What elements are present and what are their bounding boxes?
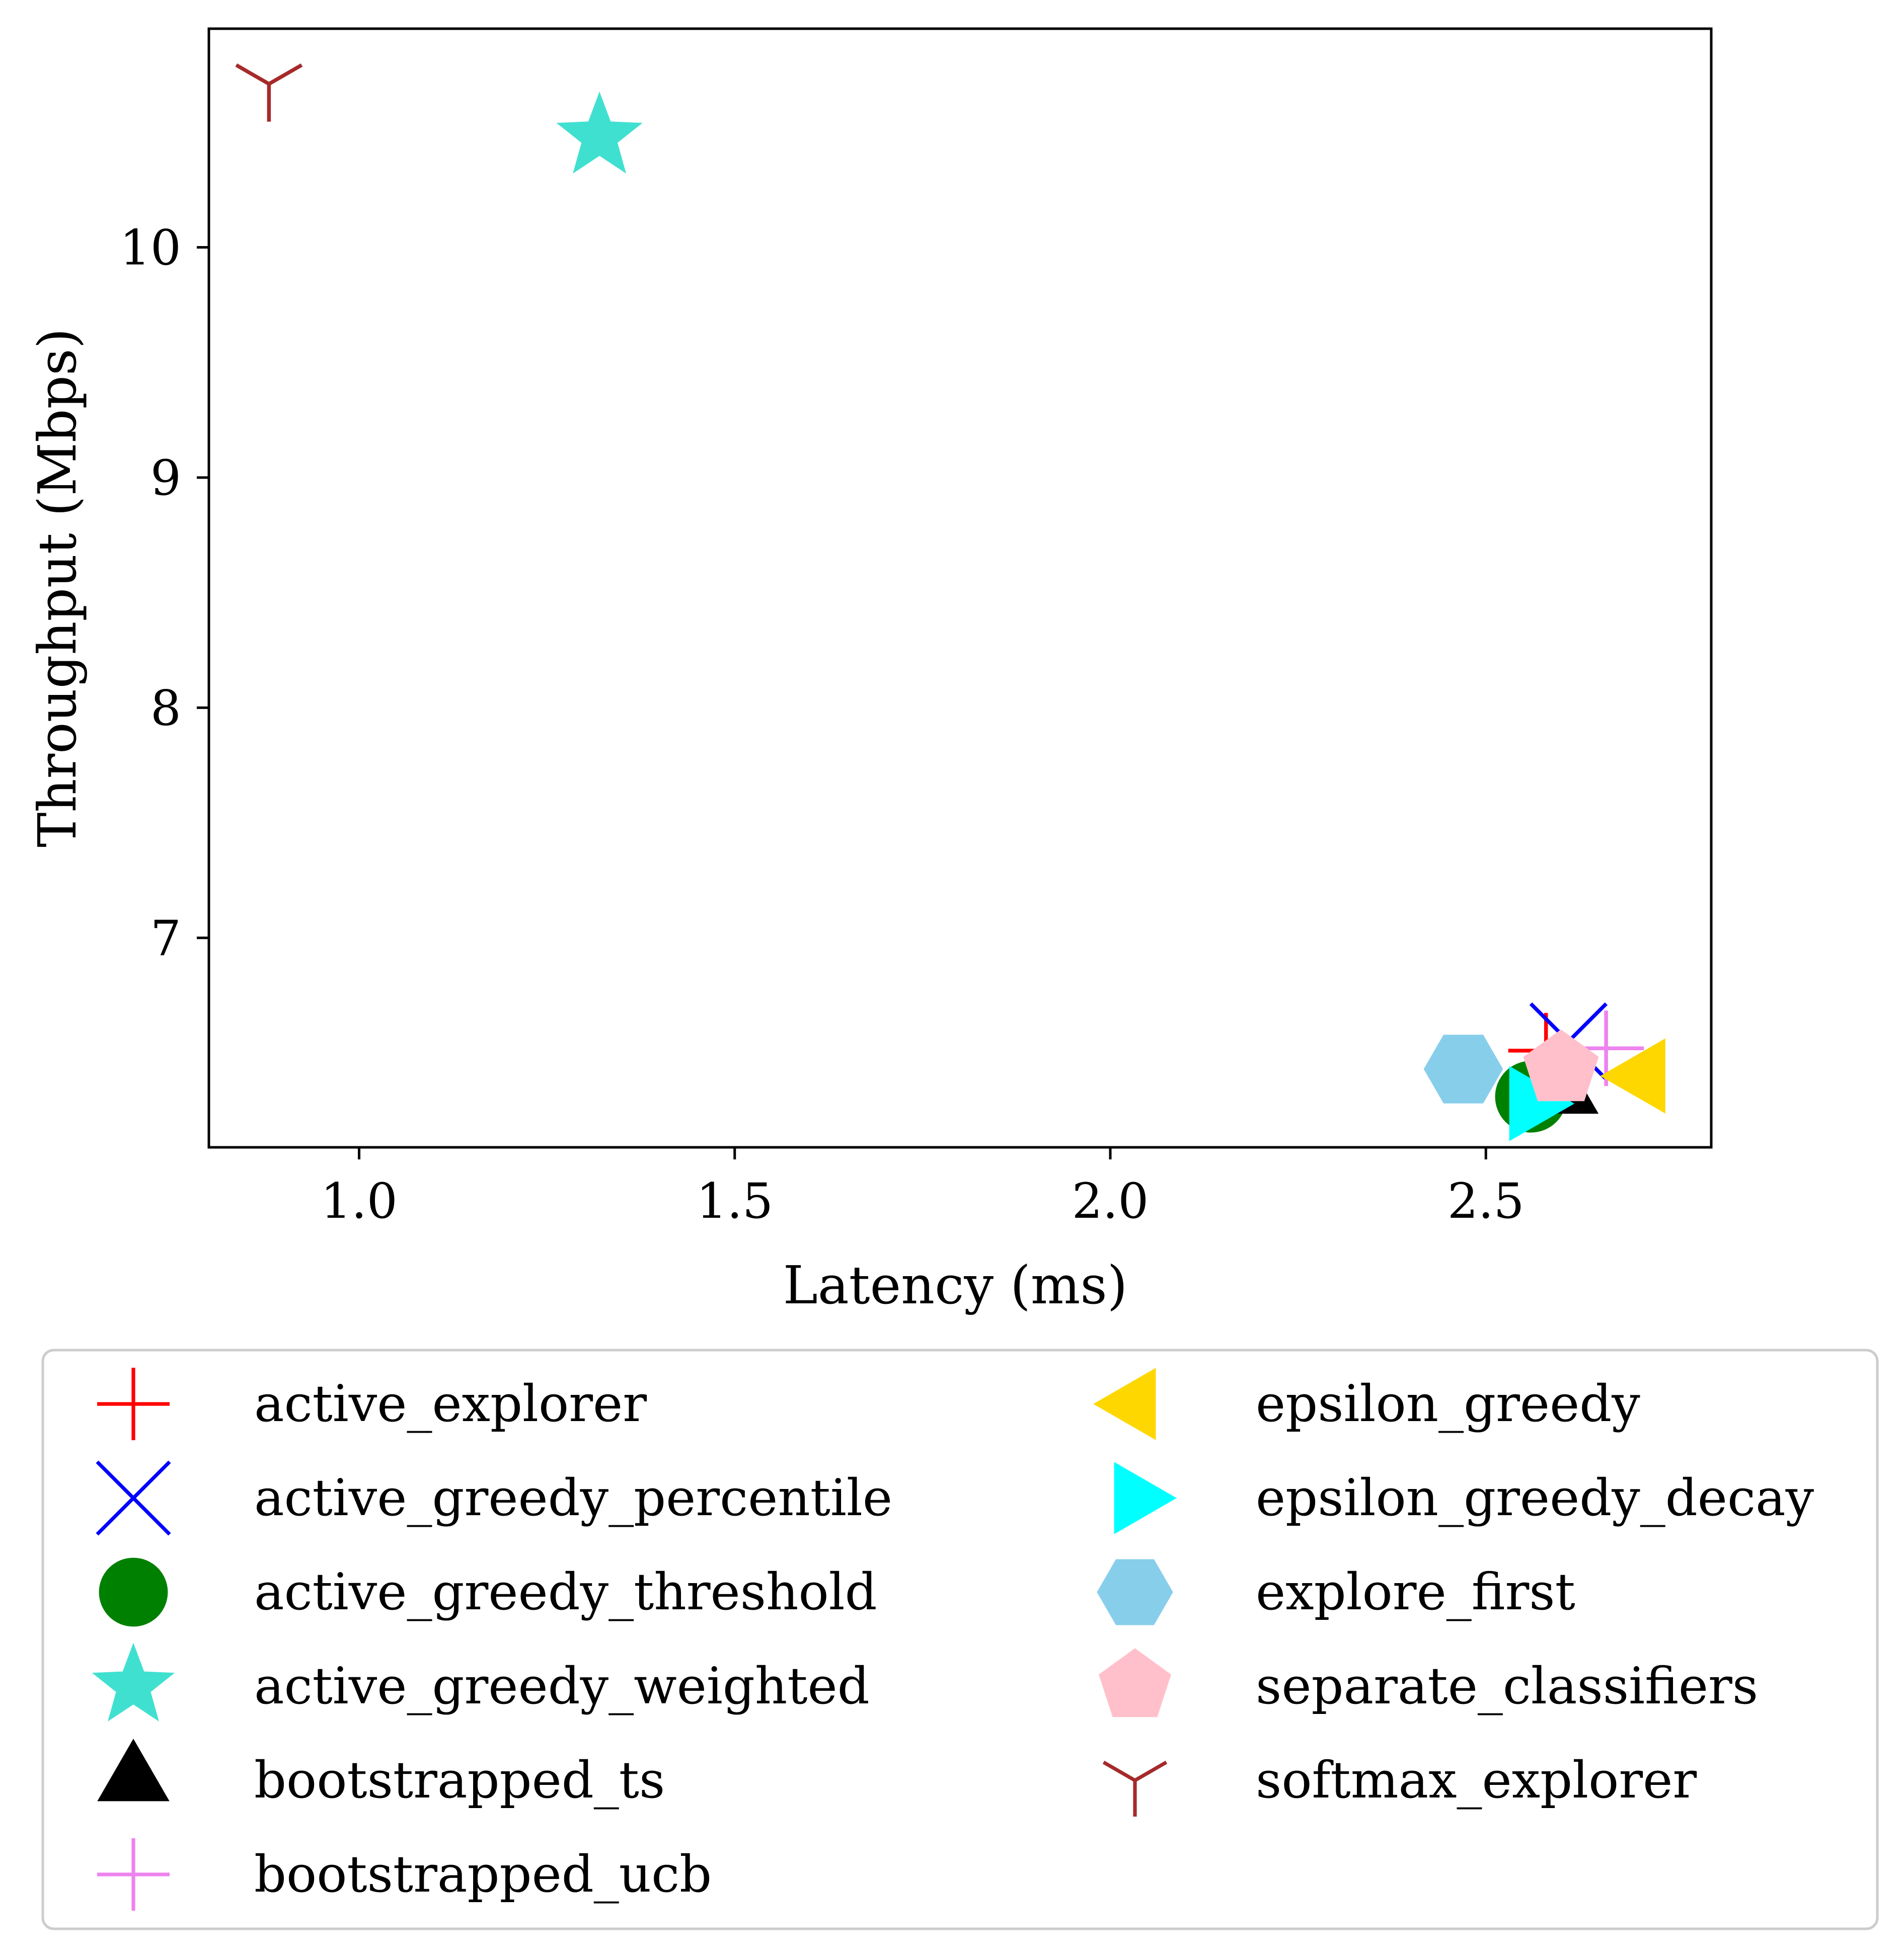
y-tick-label: 7 [150, 910, 181, 967]
legend-label: active_greedy_weighted [254, 1657, 870, 1715]
marker-active-greedy-weighted [556, 92, 643, 174]
legend-marker [1102, 1760, 1168, 1817]
y-axis-title: Throughput (Mbps) [27, 328, 88, 847]
legend-label: active_greedy_percentile [254, 1468, 892, 1527]
legend-marker [97, 1739, 170, 1802]
legend-marker [1093, 1368, 1156, 1440]
legend-label: explore_first [1256, 1562, 1575, 1621]
x-tick-label: 1.5 [696, 1173, 773, 1229]
legend-label: active_greedy_threshold [254, 1562, 877, 1621]
legend-item: bootstrapped_ts [97, 1739, 665, 1810]
legend-item: epsilon_greedy [1093, 1368, 1640, 1440]
legend-item: separate_classifiers [1099, 1648, 1758, 1717]
legend-label: bootstrapped_ts [254, 1751, 665, 1810]
legend-label: epsilon_greedy_decay [1256, 1468, 1814, 1527]
legend-marker [99, 1557, 168, 1627]
x-tick-label: 2.0 [1072, 1173, 1149, 1229]
data-points [235, 63, 1665, 1141]
marker-epsilon-greedy [1600, 1038, 1665, 1114]
legend-label: separate_classifiers [1256, 1657, 1758, 1715]
marker-separate-classifiers [1523, 1029, 1599, 1102]
marker-epsilon-greedy-decay [1509, 1066, 1575, 1141]
legend: active_explorer active_greedy_percentilea… [92, 1368, 1814, 1911]
legend-label: active_explorer [254, 1374, 647, 1433]
legend-item: bootstrapped_ucb [97, 1838, 712, 1911]
legend-label: epsilon_greedy [1256, 1374, 1640, 1433]
legend-marker [92, 1642, 175, 1721]
y-tick-label: 10 [120, 220, 181, 276]
legend-item: active_greedy_percentile [96, 1460, 892, 1536]
legend-marker [1097, 1559, 1173, 1625]
x-tick-label: 1.0 [321, 1173, 398, 1229]
y-tick-label: 9 [150, 450, 181, 506]
marker-softmax-explorer [235, 63, 303, 122]
legend-marker [96, 1460, 171, 1536]
legend-item: softmax_explorer [1102, 1751, 1697, 1817]
legend-marker [1099, 1648, 1171, 1717]
y-tick-label: 8 [150, 680, 181, 736]
legend-item: explore_first [1097, 1559, 1575, 1625]
plot-area [207, 27, 1713, 1149]
legend-item: epsilon_greedy_decay [1114, 1462, 1814, 1534]
legend-box [41, 1349, 1879, 1930]
x-tick-label: 2.5 [1448, 1173, 1525, 1229]
legend-label: softmax_explorer [1256, 1751, 1697, 1810]
y-axis: 7 8 9 10 [120, 220, 209, 967]
legend-item: active_greedy_threshold [99, 1557, 877, 1627]
legend-marker [97, 1368, 170, 1440]
legend-marker [1114, 1462, 1177, 1534]
marker-explore-first [1423, 1035, 1503, 1104]
x-axis-title: Latency (ms) [783, 1255, 1128, 1316]
legend-item: active_greedy_weighted [92, 1642, 870, 1721]
legend-marker [97, 1838, 170, 1911]
legend-item: active_explorer [97, 1368, 647, 1440]
x-axis: 1.0 1.5 2.0 2.5 [321, 1147, 1525, 1229]
legend-label: bootstrapped_ucb [254, 1845, 712, 1904]
